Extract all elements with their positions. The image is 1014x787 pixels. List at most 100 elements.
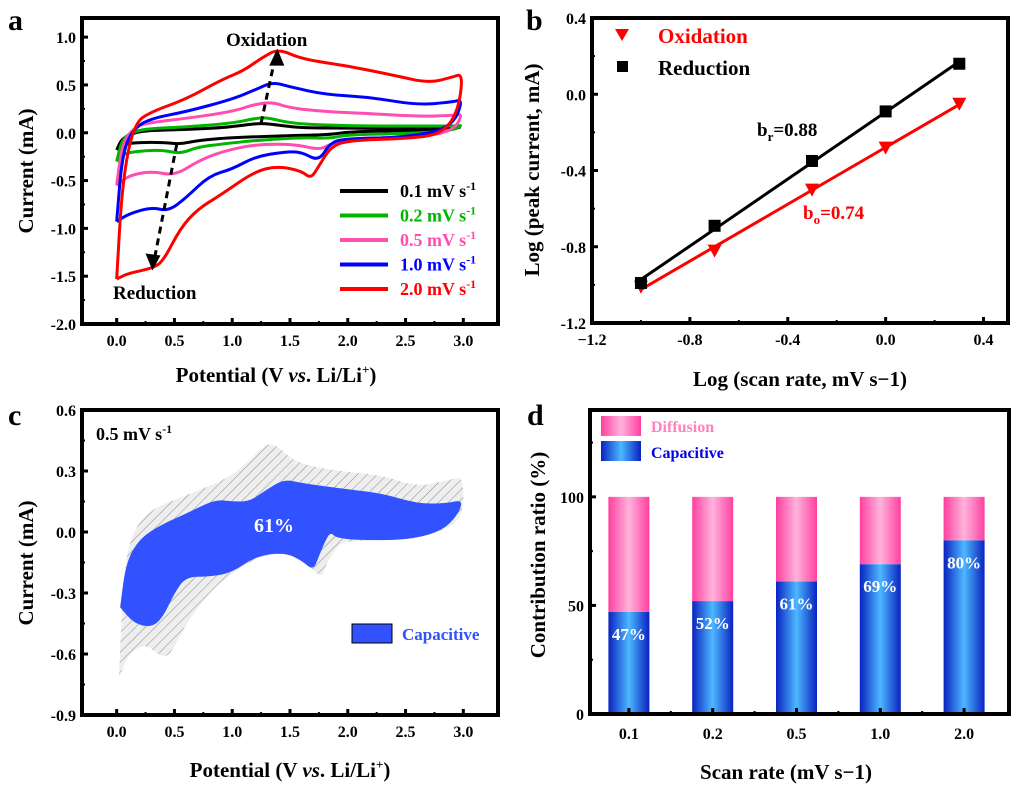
legend-label-oxidation: Oxidation xyxy=(658,24,748,48)
x-tick-label: −1.2 xyxy=(577,332,606,349)
x-tick-label: 1.0 xyxy=(222,333,242,350)
capacitive-filled-area xyxy=(120,480,462,627)
bar-capacitive-0.5 xyxy=(776,581,817,714)
y-tick-label: -0.3 xyxy=(51,586,76,603)
bar-capacitive-1.0 xyxy=(859,564,901,714)
bar-value-label: 69% xyxy=(863,577,897,596)
data-point-reduction xyxy=(634,276,647,289)
fit-line-oxidation xyxy=(640,103,961,291)
x-tick-label: 0.5 xyxy=(164,333,184,350)
panel-d: d 47%52%61%69%80% 0.1 0.2 0.5 1.0 2.0050100 … xyxy=(526,399,1011,784)
x-tick-label: 0.0 xyxy=(876,332,896,349)
y-tick-label: -0.4 xyxy=(561,164,586,181)
x-tick-label: 2.0 xyxy=(338,333,358,350)
y-tick-label: 0.0 xyxy=(56,525,76,542)
cv-curve-2.0 xyxy=(115,49,463,281)
axes-d: 0.1 0.2 0.5 1.0 2.0 0 50 100 xyxy=(560,408,1011,743)
reduction-annotation: Reduction xyxy=(113,283,197,304)
y-tick-label: -0.5 xyxy=(51,174,76,191)
y-tick-label: -0.8 xyxy=(561,240,586,257)
panel-label-d: d xyxy=(527,399,544,432)
x-tick-label: 1.5 xyxy=(280,333,300,350)
x-tick-label: 0.2 xyxy=(703,726,723,743)
x-tick-label: 0.0 xyxy=(107,333,127,350)
panel-label-c: c xyxy=(8,399,21,432)
data-point-oxidation xyxy=(707,244,722,258)
x-tick-label: 2.5 xyxy=(396,724,416,741)
bar-capacitive-0.2 xyxy=(692,601,734,714)
panel-a: a Oxidation Reduction 0.0 0.5 1.0 1.5 2.0 2.5… xyxy=(8,4,500,387)
legend-c: Capacitive xyxy=(351,623,480,644)
x-tick-label: 0.4 xyxy=(974,332,994,349)
bar-value-label: 80% xyxy=(947,553,981,572)
y-tick-label: -1.5 xyxy=(51,269,76,286)
legend-a: 0.1 mV s-1 0.2 mV s-10.5 mV s-1 1.0 mV s-1… xyxy=(340,179,476,299)
cv-curves xyxy=(115,48,463,281)
data-point-oxidation xyxy=(804,183,819,197)
legend-b: Oxidation Reduction xyxy=(615,24,750,80)
y-tick-label: -0.6 xyxy=(51,647,76,664)
data-point-oxidation xyxy=(878,141,893,155)
panel-c: c 0.5 mV s-1 61% 0.0 0.5 1.0 1.5 2.0 2.5 3.0 -0… xyxy=(8,399,500,782)
y-tick-label: 0.6 xyxy=(56,403,76,420)
y-tick-label: -1.2 xyxy=(561,316,586,333)
bar-diffusion-2.0 xyxy=(943,496,985,541)
bar-diffusion-0.2 xyxy=(692,496,734,602)
legend-label-0.2: 0.2 mV s-1 xyxy=(400,204,476,226)
panel-b: b −1.2 -0.8 -0.4 0.0 0.4 -1.2 -0.8 -0.4 0.0 0.4 O… xyxy=(520,4,1010,391)
x-tick-label: 3.0 xyxy=(453,724,473,741)
oxidation-arrow-head xyxy=(269,48,285,66)
bar-value-label: 61% xyxy=(780,595,814,614)
legend-label-1.0: 1.0 mV s-1 xyxy=(400,253,476,275)
y-tick-label: 0.0 xyxy=(566,87,586,104)
scan-rate-title-c: 0.5 mV s-1 xyxy=(96,422,172,444)
x-axis-label-c: Potential (V vs. Li/Li+) xyxy=(190,757,391,782)
data-point-oxidation xyxy=(952,97,967,111)
axes-c: 0.0 0.5 1.0 1.5 2.0 2.5 3.0 -0.9 -0.6 -0.3 0.0 0.3 0… xyxy=(51,403,500,741)
bar-diffusion-0.1 xyxy=(608,496,650,612)
legend-swatch-capacitive xyxy=(351,623,393,644)
y-tick-label: 0.0 xyxy=(56,126,76,143)
legend-marker-reduction xyxy=(617,61,628,72)
y-tick-label: 100 xyxy=(560,490,584,507)
y-axis-label-b: Log (peak current, mA) xyxy=(520,63,544,276)
bar-value-label: 47% xyxy=(612,625,646,644)
y-tick-label: 1.0 xyxy=(56,30,76,47)
panel-label-b: b xyxy=(526,4,543,37)
bar-diffusion-0.5 xyxy=(776,496,817,582)
bar-capacitive-2.0 xyxy=(943,540,985,714)
x-tick-label: 0.5 xyxy=(787,726,807,743)
x-tick-label: -0.4 xyxy=(775,332,800,349)
legend-marker-oxidation xyxy=(615,29,629,41)
x-axis-label-a: Potential (V vs. Li/Li+) xyxy=(176,362,377,387)
data-point-reduction xyxy=(708,219,721,232)
bar-capacitive-0.1 xyxy=(608,611,650,714)
x-tick-label: 1.5 xyxy=(280,724,300,741)
axes-a: 0.0 0.5 1.0 1.5 2.0 2.5 3.0 -2.0 -1.5 -1.0 -0.5 0.0… xyxy=(51,16,500,350)
x-tick-label: 0.1 xyxy=(619,726,639,743)
capacitive-percent-label: 61% xyxy=(254,515,294,537)
y-tick-label: 0 xyxy=(576,707,584,724)
x-tick-label: -0.8 xyxy=(677,332,702,349)
x-tick-label: 2.0 xyxy=(954,726,974,743)
y-tick-label: -2.0 xyxy=(51,317,76,334)
oxidation-annotation: Oxidation xyxy=(226,30,308,51)
panel-label-a: a xyxy=(8,4,23,37)
legend-label-0.5: 0.5 mV s-1 xyxy=(400,228,476,250)
log-plot xyxy=(633,57,967,294)
fit-label-reduction: br=0.88 xyxy=(757,120,817,144)
cv-curve-1.0 xyxy=(115,82,462,223)
stacked-bars: 47% 52% 61% 69% 80% xyxy=(608,496,985,714)
capacitive-area xyxy=(118,444,464,679)
plot-frame xyxy=(588,408,1011,716)
legend-d: Diffusion Capacitive xyxy=(601,416,724,462)
x-axis-label-b: Log (scan rate, mV s−1) xyxy=(693,367,907,391)
legend-label-reduction: Reduction xyxy=(658,56,750,80)
x-tick-label: 2.0 xyxy=(338,724,358,741)
legend-label-capacitive: Capacitive xyxy=(402,625,480,644)
x-tick-label: 0.5 xyxy=(164,724,184,741)
y-axis-label-d: Contribution ratio (%) xyxy=(526,452,550,659)
oxidation-arrow-shaft xyxy=(259,57,277,124)
y-tick-label: 0.4 xyxy=(566,11,586,28)
